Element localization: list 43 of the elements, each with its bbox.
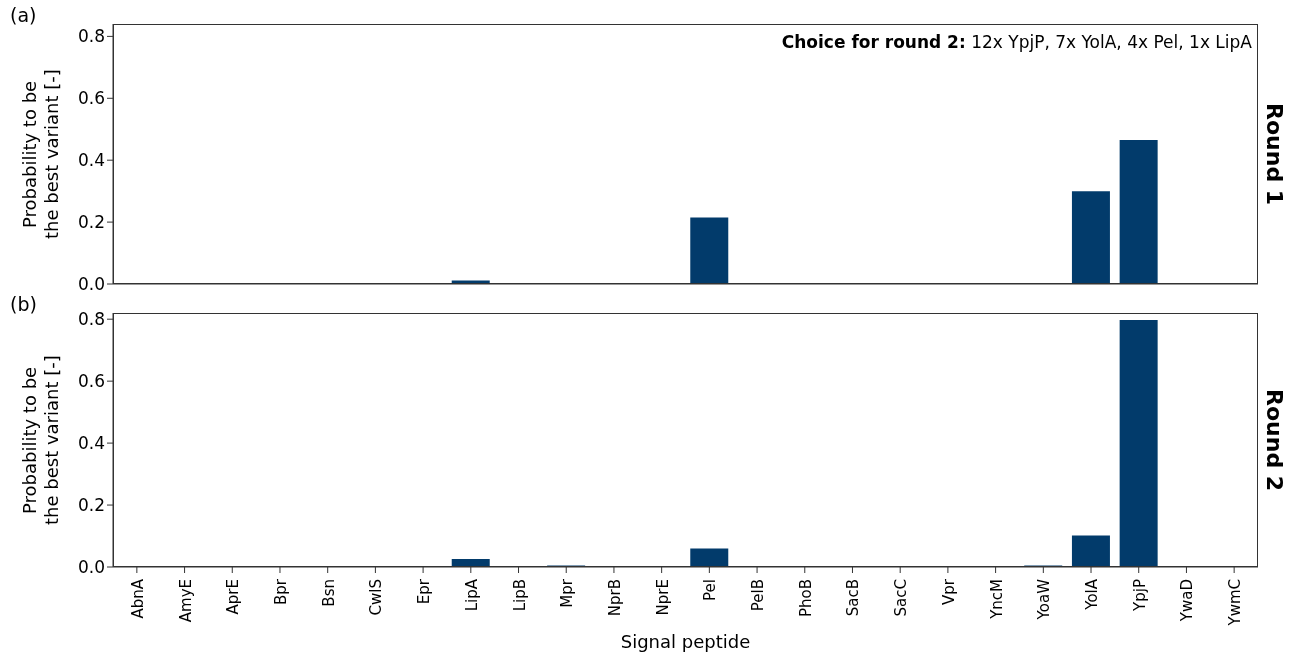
y-axis-title: Probability to be the best variant [-] xyxy=(19,68,63,241)
x-tick-label: PelB xyxy=(749,579,768,612)
y-tick-label: 0.4 xyxy=(77,150,105,171)
x-tick-label: YwmC xyxy=(1226,579,1245,627)
x-tick-label: AbnA xyxy=(128,578,147,619)
y-tick-label: 0.0 xyxy=(77,274,105,295)
x-tick-label: SacB xyxy=(844,579,863,617)
y-tick-label: 0.2 xyxy=(77,495,105,516)
x-tick-label: NprB xyxy=(605,579,624,617)
y-tick-label: 0.2 xyxy=(77,212,105,233)
x-tick-label: Vpr xyxy=(939,578,958,605)
x-tick-label: YolA xyxy=(1083,578,1102,611)
y-tick-label: 0.6 xyxy=(77,88,105,109)
x-tick-label: LipB xyxy=(510,579,529,612)
x-tick-label: YncM xyxy=(987,579,1006,620)
text: Round 2 xyxy=(1262,388,1287,492)
x-tick-label: YoaW xyxy=(1035,578,1054,621)
x-tick-label: Bpr xyxy=(271,578,290,605)
x-tick-label: CwlS xyxy=(367,579,386,616)
x-tick-label: Bsn xyxy=(319,579,338,607)
y-tick-label: 0.8 xyxy=(77,26,105,47)
y-tick-label: 0.0 xyxy=(77,557,105,578)
x-tick-label: YpjP xyxy=(1130,579,1149,612)
annotation: 12x YpjP, 7x YolA, 4x Pel, 1x LipA xyxy=(970,32,1252,52)
y-axis-title: Probability to be the best variant [-] xyxy=(19,354,63,527)
y-tick-label: 0.4 xyxy=(77,433,105,454)
x-tick-label: LipA xyxy=(462,578,481,612)
x-tick-label: Mpr xyxy=(558,578,577,608)
y-tick-label: 0.6 xyxy=(77,371,105,392)
x-tick-label: PhoB xyxy=(796,579,815,618)
text: (a) xyxy=(10,4,37,26)
x-tick-label: YwaD xyxy=(1178,579,1197,623)
annotation: Choice for round 2: xyxy=(781,32,966,52)
text: (b) xyxy=(10,293,37,315)
x-tick-label: NprE xyxy=(653,579,672,616)
x-tick-label: AprE xyxy=(224,579,243,615)
text: Round 1 xyxy=(1262,102,1287,206)
x-tick-label: AmyE xyxy=(176,579,195,623)
y-tick-label: 0.8 xyxy=(77,309,105,330)
x-tick-label: Epr xyxy=(415,578,434,605)
x-axis-title: Signal peptide xyxy=(619,631,752,652)
x-tick-label: SacC xyxy=(892,579,911,617)
x-tick-label: Pel xyxy=(701,579,720,601)
